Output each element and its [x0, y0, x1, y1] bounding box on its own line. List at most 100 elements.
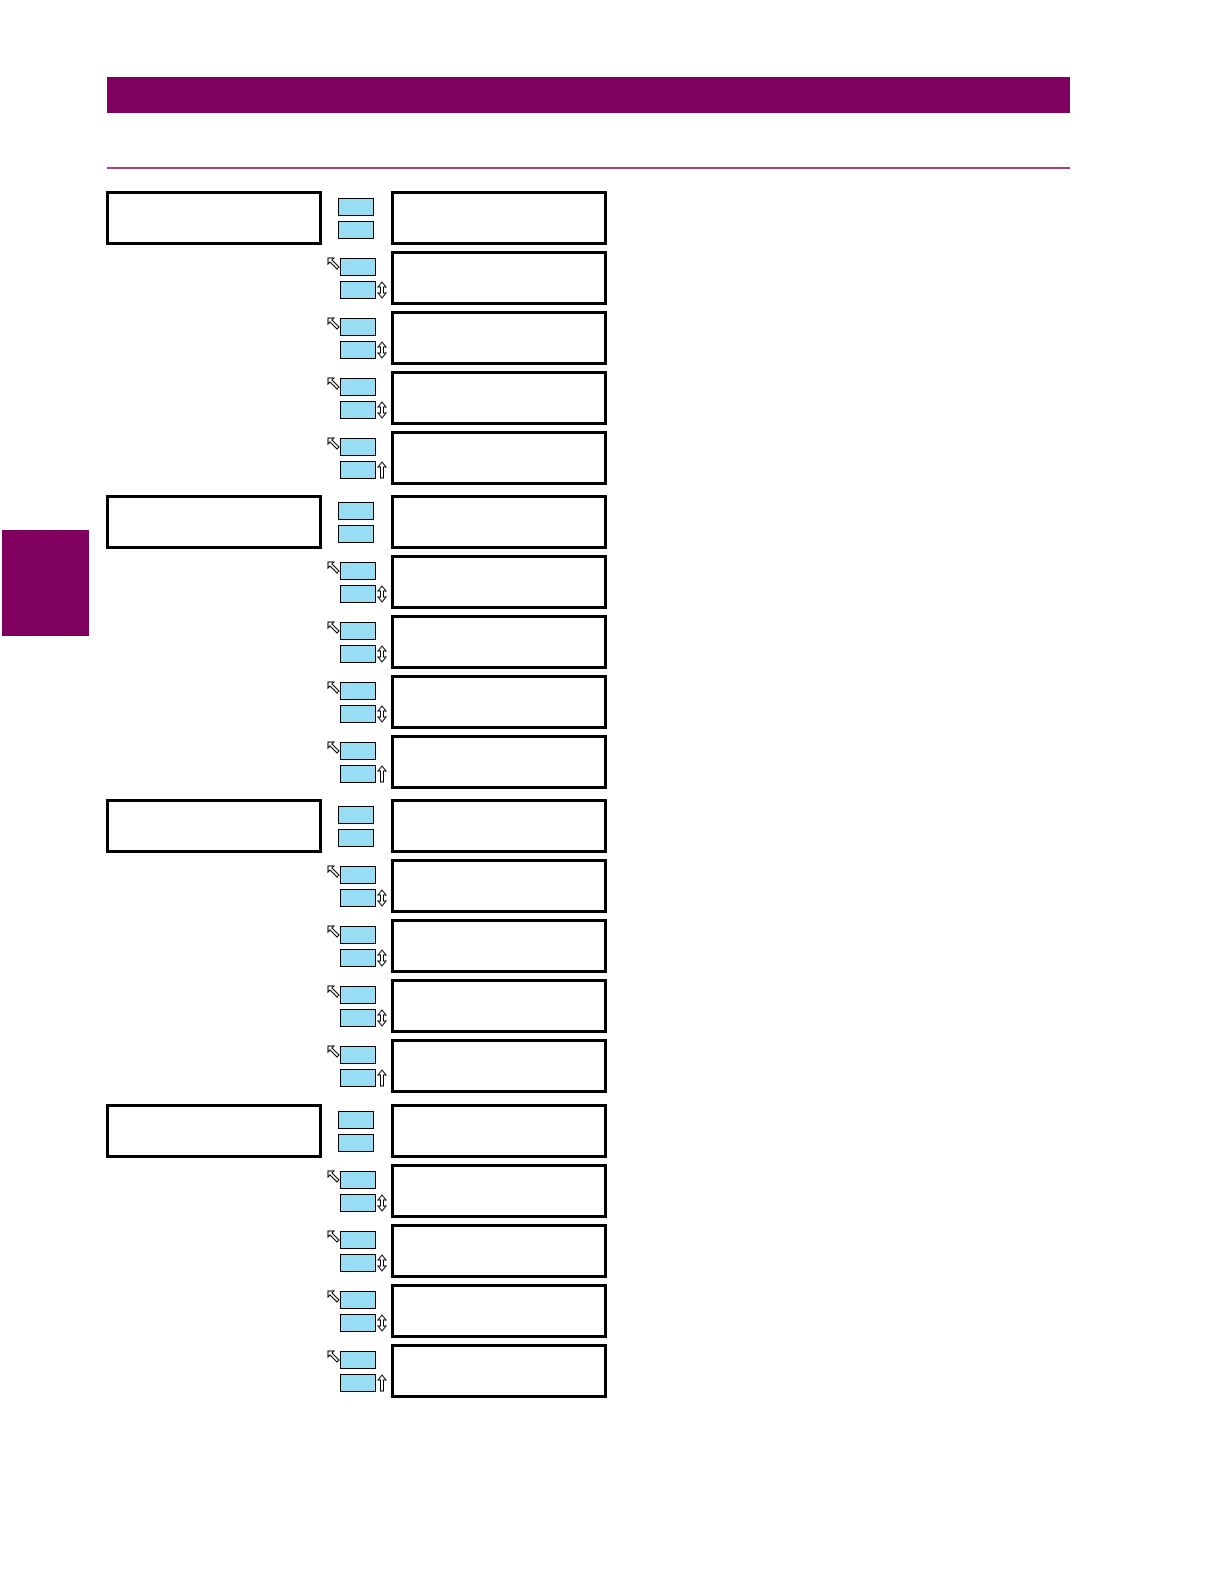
key-button	[340, 258, 376, 276]
display-box	[391, 431, 607, 485]
key-button	[340, 1374, 376, 1392]
display-box	[391, 859, 607, 913]
display-box	[391, 191, 607, 245]
display-box	[391, 615, 607, 669]
display-box	[391, 495, 607, 549]
up-arrow	[376, 765, 388, 783]
diagonal-arrow	[327, 925, 340, 938]
diagonal-arrow	[327, 377, 340, 390]
display-box	[391, 555, 607, 609]
key-button	[340, 1009, 376, 1027]
key-button	[340, 378, 376, 396]
diagonal-arrow	[327, 681, 340, 694]
display-box	[391, 979, 607, 1033]
key-button	[340, 1254, 376, 1272]
display-box	[391, 675, 607, 729]
key-button	[340, 461, 376, 479]
updown-arrow	[376, 1194, 388, 1212]
key-button	[340, 401, 376, 419]
key-button	[338, 806, 374, 824]
key-button	[340, 986, 376, 1004]
key-button	[340, 742, 376, 760]
key-button	[338, 525, 374, 543]
display-box	[391, 1344, 607, 1398]
display-box	[391, 919, 607, 973]
key-button	[340, 765, 376, 783]
side-tab	[2, 530, 89, 636]
key-button	[340, 585, 376, 603]
display-box	[391, 311, 607, 365]
display-box	[391, 735, 607, 789]
key-button	[340, 1351, 376, 1369]
diagonal-arrow	[327, 1230, 340, 1243]
up-arrow	[376, 1374, 388, 1392]
key-button	[340, 866, 376, 884]
updown-arrow	[376, 401, 388, 419]
updown-arrow	[376, 585, 388, 603]
diagonal-arrow	[327, 985, 340, 998]
key-button	[340, 682, 376, 700]
display-box	[391, 1284, 607, 1338]
key-button	[338, 1111, 374, 1129]
diagonal-arrow	[327, 437, 340, 450]
diagonal-arrow	[327, 317, 340, 330]
updown-arrow	[376, 1314, 388, 1332]
key-button	[340, 341, 376, 359]
header-bar	[107, 77, 1070, 113]
diagonal-arrow	[327, 865, 340, 878]
key-button	[340, 889, 376, 907]
diagonal-arrow	[327, 1170, 340, 1183]
diagonal-arrow	[327, 621, 340, 634]
updown-arrow	[376, 949, 388, 967]
up-arrow	[376, 461, 388, 479]
key-button	[340, 1171, 376, 1189]
key-button	[338, 1134, 374, 1152]
display-box	[391, 1224, 607, 1278]
key-button	[340, 1069, 376, 1087]
diagonal-arrow	[327, 257, 340, 270]
key-button	[340, 645, 376, 663]
diagonal-arrow	[327, 1045, 340, 1058]
key-button	[340, 926, 376, 944]
key-button	[340, 1231, 376, 1249]
key-button	[340, 705, 376, 723]
updown-arrow	[376, 645, 388, 663]
key-button	[340, 281, 376, 299]
key-button	[338, 198, 374, 216]
display-box	[391, 1039, 607, 1093]
updown-arrow	[376, 705, 388, 723]
display-box	[391, 1104, 607, 1158]
display-box	[391, 371, 607, 425]
updown-arrow	[376, 889, 388, 907]
updown-arrow	[376, 1009, 388, 1027]
menu-box	[106, 191, 322, 245]
key-button	[340, 438, 376, 456]
diagonal-arrow	[327, 561, 340, 574]
key-button	[340, 562, 376, 580]
key-button	[338, 829, 374, 847]
display-box	[391, 251, 607, 305]
key-button	[338, 221, 374, 239]
key-button	[340, 949, 376, 967]
display-box	[391, 799, 607, 853]
diagonal-arrow	[327, 741, 340, 754]
display-box	[391, 1164, 607, 1218]
key-button	[338, 502, 374, 520]
updown-arrow	[376, 1254, 388, 1272]
diagonal-arrow	[327, 1290, 340, 1303]
key-button	[340, 318, 376, 336]
diagonal-arrow	[327, 1350, 340, 1363]
key-button	[340, 1046, 376, 1064]
updown-arrow	[376, 341, 388, 359]
menu-box	[106, 1104, 322, 1158]
up-arrow	[376, 1069, 388, 1087]
key-button	[340, 622, 376, 640]
menu-box	[106, 495, 322, 549]
key-button	[340, 1194, 376, 1212]
key-button	[340, 1314, 376, 1332]
updown-arrow	[376, 281, 388, 299]
key-button	[340, 1291, 376, 1309]
menu-box	[106, 799, 322, 853]
